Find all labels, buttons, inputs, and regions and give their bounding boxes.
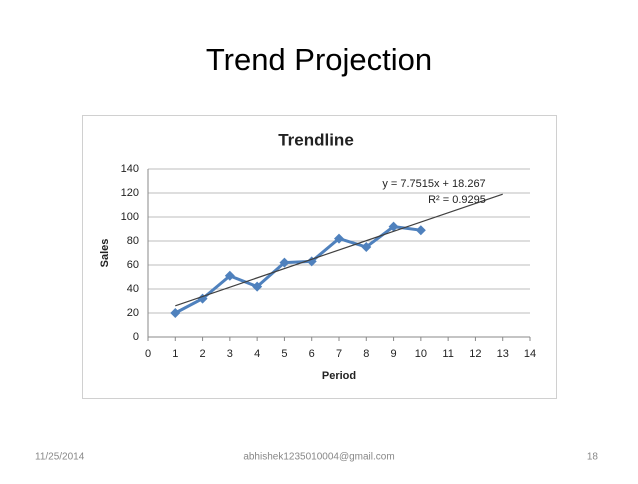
slide-title: Trend Projection [206,42,432,77]
data-point [388,221,399,232]
trendline [175,193,503,307]
data-point [334,233,344,244]
x-tick-label: 5 [281,348,287,360]
data-point [415,225,426,236]
y-tick-label: 60 [127,259,139,271]
x-tick-label: 14 [524,348,536,360]
footer-date: 11/25/2014 [35,452,85,463]
x-tick-label: 8 [363,348,369,360]
x-tick-label: 12 [469,348,481,360]
x-tick-label: 11 [442,348,453,360]
footer-page: 18 [587,452,599,463]
y-tick-label: 120 [121,187,139,199]
x-tick-label: 9 [391,348,397,360]
y-tick-label: 80 [127,235,139,247]
chart-title: Trendline [278,130,354,149]
y-tick-label: 20 [127,307,139,319]
y-axis-label: Sales [99,239,111,268]
x-axis-label: Period [322,370,356,382]
x-tick-label: 10 [415,348,427,360]
data-point [252,281,263,292]
y-tick-label: 140 [121,163,139,175]
x-tick-label: 1 [172,348,178,360]
data-point [279,257,290,268]
x-tick-label: 13 [497,348,509,360]
x-tick-label: 6 [309,348,315,360]
y-tick-label: 0 [133,331,139,343]
data-point [361,242,372,252]
y-tick-label: 100 [121,211,139,223]
trendline-r-squared: R² = 0.9295 [428,194,486,206]
footer-email: abhishek1235010004@gmail.com [243,452,394,463]
x-tick-label: 3 [227,348,233,360]
x-tick-label: 7 [336,348,342,360]
data-point [224,270,235,281]
y-tick-label: 40 [127,283,139,295]
data-point [170,308,181,318]
series-line [174,225,422,315]
x-tick-label: 0 [145,348,151,360]
x-tick-label: 2 [200,348,206,360]
x-tick-label: 4 [254,348,260,360]
trendline-equation: y = 7.7515x + 18.267 [382,178,485,190]
